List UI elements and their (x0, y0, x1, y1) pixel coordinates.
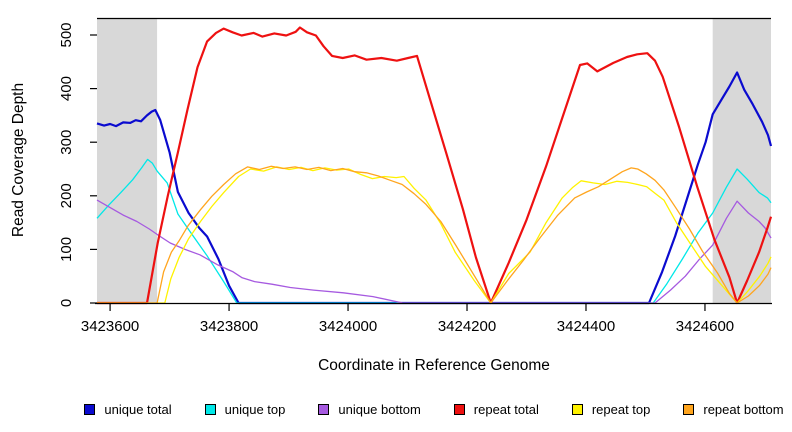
series-line-unique-total (96, 71, 773, 305)
series-lines (96, 26, 773, 305)
legend-item-repeat-total: repeat total (453, 401, 539, 417)
legend-label: unique top (224, 401, 286, 417)
shaded-region (712, 19, 771, 303)
series-line-repeat-total (97, 26, 773, 305)
x-tick-label: 3423800 (200, 318, 258, 335)
x-tick-label: 3423600 (81, 318, 139, 335)
shaded-regions (97, 19, 771, 303)
legend-label: repeat bottom (703, 401, 784, 417)
series-line-repeat-top (97, 166, 772, 304)
legend-item-repeat-bottom: repeat bottom (683, 401, 784, 417)
legend-item-unique-top: unique top (204, 401, 286, 417)
legend-swatch-unique-top (204, 403, 216, 415)
y-tick-label: 100 (58, 237, 75, 262)
legend-label: unique total (104, 401, 172, 417)
y-tick-label: 400 (58, 76, 75, 101)
y-tick-label: 300 (58, 130, 75, 155)
legend-label: repeat top (591, 401, 651, 417)
y-tick-label: 200 (58, 183, 75, 208)
legend-swatch-repeat-top (571, 403, 583, 415)
x-tick-label: 3424000 (319, 318, 377, 335)
series-line-repeat-bottom (97, 165, 772, 304)
series-line-unique-top (96, 158, 772, 304)
x-tick-label: 3424400 (557, 318, 615, 335)
legend-item-unique-total: unique total (84, 401, 172, 417)
x-tick-label: 3424600 (676, 318, 734, 335)
legend-item-repeat-top: repeat top (571, 401, 651, 417)
x-tick-label: 3424200 (438, 318, 496, 335)
legend-swatch-repeat-bottom (683, 403, 695, 415)
legend-label: repeat total (473, 401, 539, 417)
legend: unique total unique top unique bottom repea… (84, 399, 784, 419)
y-axis-title: Read Coverage Depth (10, 83, 27, 237)
series-line-unique-bottom (96, 199, 772, 304)
y-tick-label: 0 (58, 299, 75, 307)
legend-swatch-unique-bottom (318, 403, 330, 415)
legend-item-unique-bottom: unique bottom (318, 401, 421, 417)
y-tick-label: 500 (58, 22, 75, 47)
shaded-region (97, 19, 158, 303)
legend-swatch-unique-total (84, 403, 96, 415)
legend-swatch-repeat-total (453, 403, 465, 415)
x-axis-title: Coordinate in Reference Genome (318, 357, 550, 374)
axes: 3423600 3423800 3424000 3424200 3424400 34246… (58, 17, 772, 335)
legend-label: unique bottom (338, 401, 421, 417)
